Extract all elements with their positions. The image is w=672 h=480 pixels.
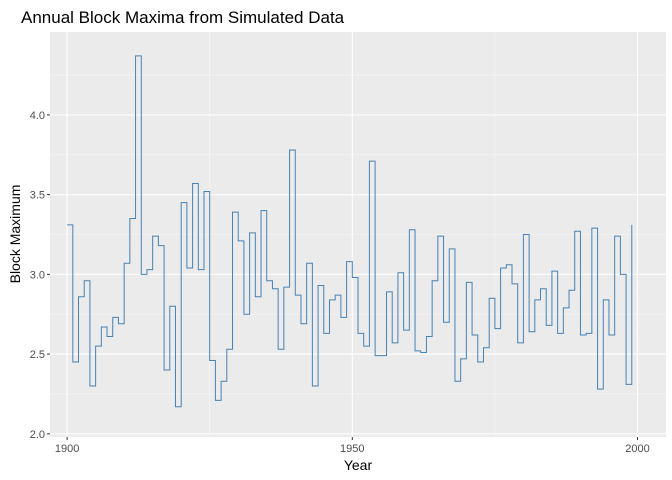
x-axis-title: Year bbox=[344, 457, 373, 473]
y-tick-label: 2.0 bbox=[30, 429, 45, 441]
x-tick-label: 1900 bbox=[55, 443, 79, 455]
y-tick-label: 2.5 bbox=[30, 349, 45, 361]
x-tick-label: 2000 bbox=[625, 443, 649, 455]
x-axis: 1900 1950 2000 bbox=[55, 437, 650, 455]
chart-title: Annual Block Maxima from Simulated Data bbox=[21, 8, 345, 27]
series-line bbox=[67, 55, 633, 408]
y-axis: 2.0 2.5 3.0 3.5 4.0 bbox=[30, 110, 50, 441]
y-tick-label: 3.0 bbox=[30, 269, 45, 281]
x-tick-label: 1950 bbox=[340, 443, 364, 455]
grid-major bbox=[50, 32, 666, 437]
y-tick-label: 3.5 bbox=[30, 190, 45, 202]
y-tick-label: 4.0 bbox=[30, 110, 45, 122]
series-layer bbox=[67, 55, 633, 408]
y-axis-title: Block Maximum bbox=[7, 185, 23, 284]
